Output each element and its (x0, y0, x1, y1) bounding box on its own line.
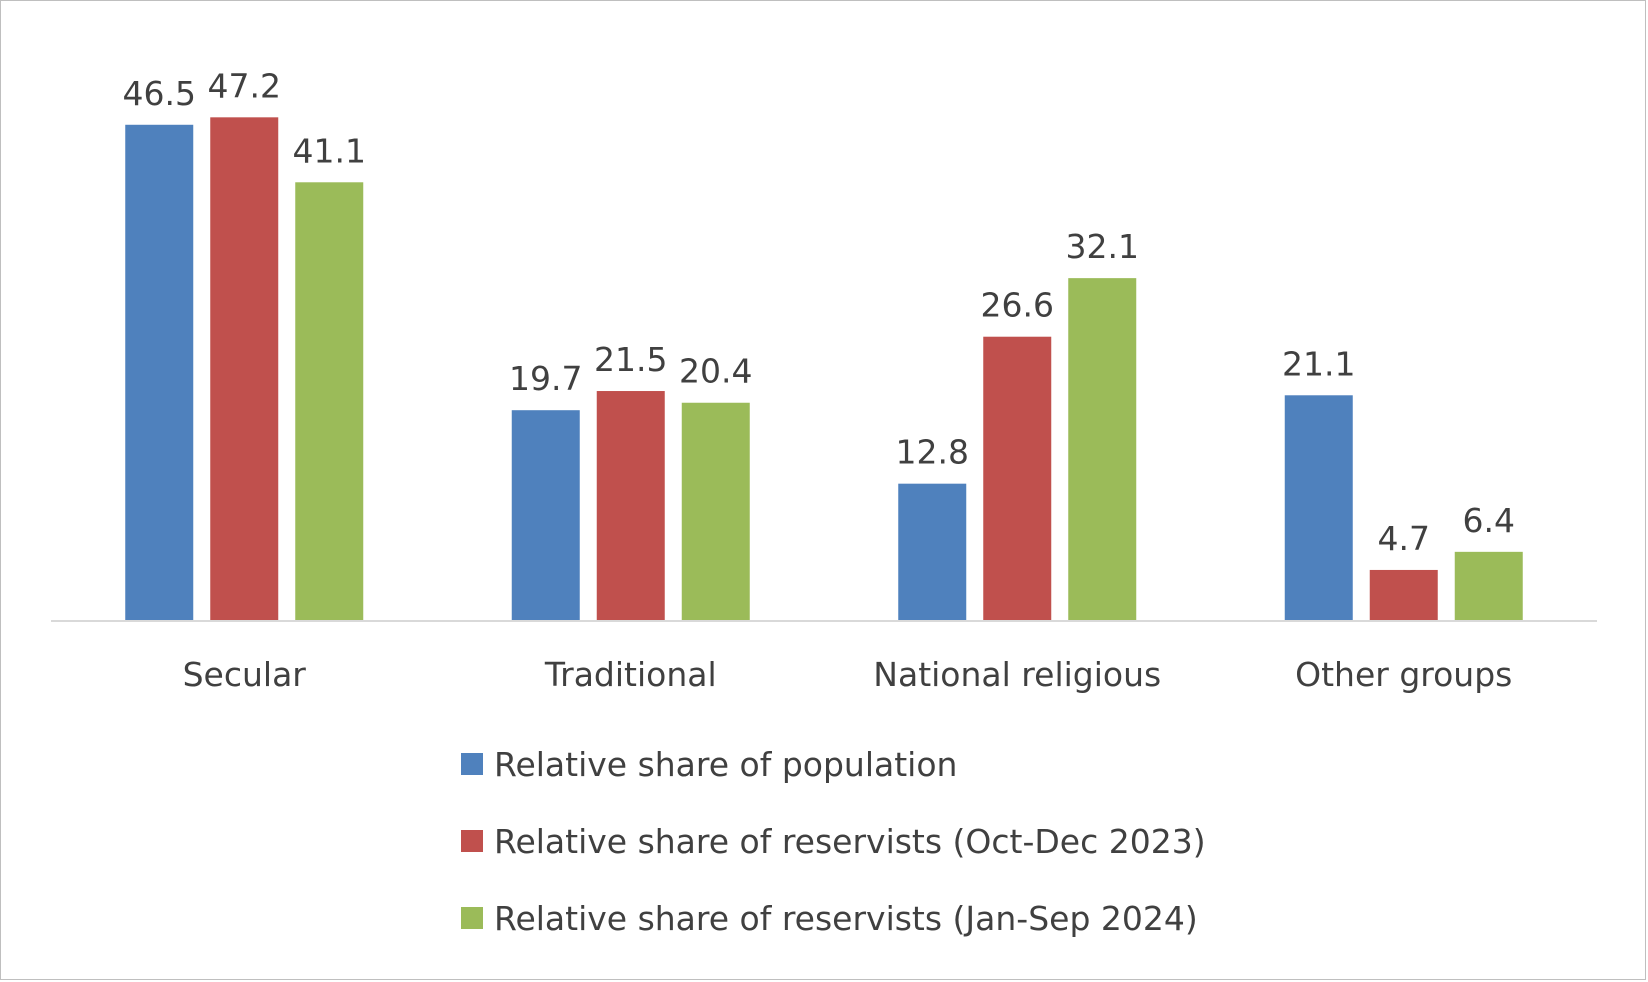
data-label: 19.7 (509, 359, 582, 398)
bar-other-groups-series-3 (1454, 551, 1523, 620)
legend-swatch (461, 830, 483, 852)
bar-other-groups-series-2 (1369, 569, 1438, 620)
legend-label: Relative share of population (494, 745, 957, 784)
data-label: 47.2 (208, 66, 281, 105)
legend: Relative share of population Relative sha… (461, 745, 1206, 938)
bar-secular-series-1 (125, 124, 194, 621)
bar-secular-series-3 (295, 182, 364, 620)
legend-swatch (461, 907, 483, 929)
category-label: Traditional (544, 655, 717, 694)
data-label: 21.1 (1282, 344, 1355, 383)
data-label: 4.7 (1378, 519, 1430, 558)
data-label: 32.1 (1066, 227, 1139, 266)
bar-traditional-series-3 (681, 402, 750, 620)
bars-layer: 46.5 47.2 41.1 19.7 21.5 20.4 12.8 26.6 32.1 21.1… (123, 66, 1523, 621)
category-label: National religious (873, 655, 1161, 694)
legend-label: Relative share of reservists (Oct-Dec 20… (494, 822, 1206, 861)
bar-traditional-series-2 (596, 391, 665, 620)
bar-traditional-series-1 (511, 410, 580, 620)
category-label: Other groups (1295, 655, 1512, 694)
bar-secular-series-2 (210, 117, 279, 620)
data-label: 26.6 (981, 286, 1054, 325)
bar-national-religious-series-1 (898, 483, 967, 620)
legend-swatch (461, 753, 483, 775)
data-label: 46.5 (123, 74, 196, 113)
bar-national-religious-series-3 (1068, 278, 1137, 620)
data-label: 41.1 (293, 131, 366, 170)
data-label: 6.4 (1463, 501, 1515, 540)
legend-label: Relative share of reservists (Jan-Sep 20… (494, 899, 1198, 938)
bar-national-religious-series-2 (983, 336, 1052, 620)
category-labels: Secular Traditional National religious Othe… (183, 655, 1513, 694)
data-label: 21.5 (594, 340, 667, 379)
category-label: Secular (183, 655, 307, 694)
data-label: 12.8 (896, 433, 969, 472)
bar-other-groups-series-1 (1284, 395, 1353, 620)
data-label: 20.4 (679, 352, 752, 391)
